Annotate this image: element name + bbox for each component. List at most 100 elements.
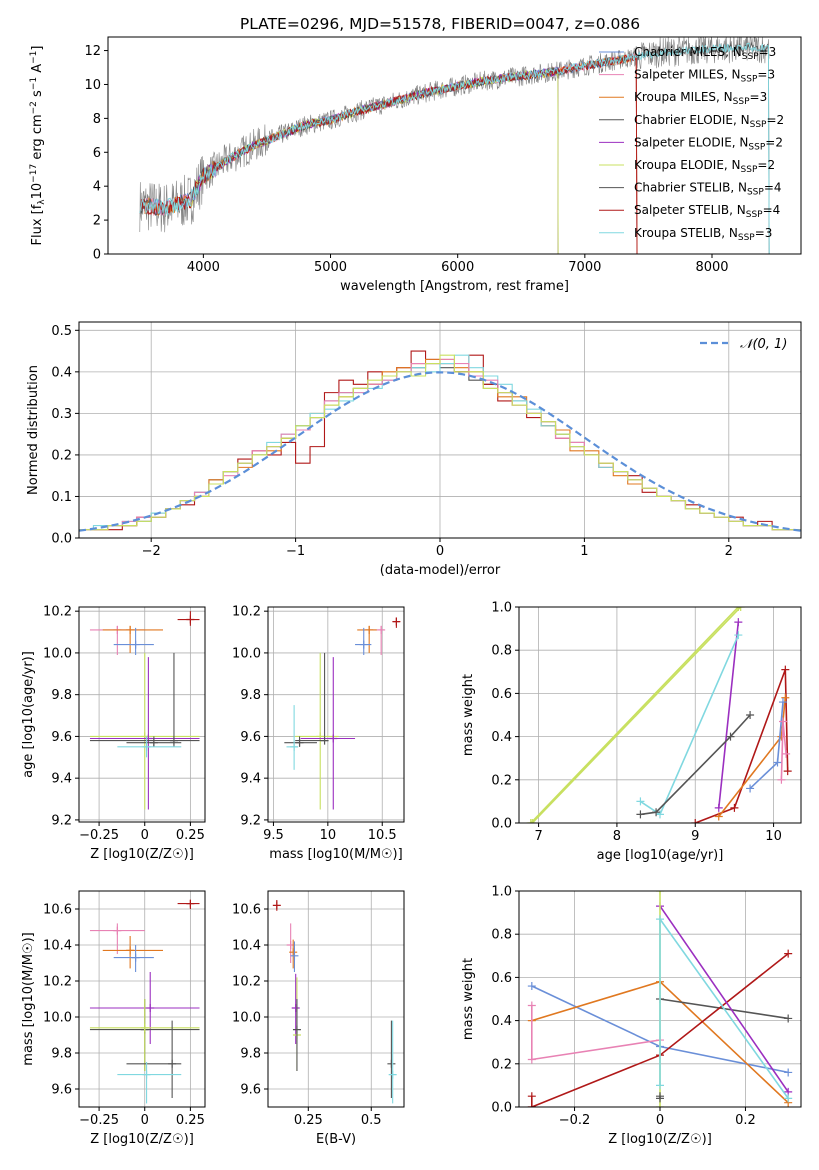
y-tick-label: 10.6	[43, 903, 72, 918]
y-tick-label: 0.0	[491, 1101, 512, 1116]
chart-mass_vs_Z: −0.25 0 0.25 9.6 9.8 10.0 10.2 10.4 10.6 Z [log10…	[21, 890, 206, 1147]
x-axis-label: wavelength [Angstrom, rest frame]	[340, 279, 569, 294]
y-tick-label: 10.4	[43, 939, 72, 954]
y-tick-label: 1.0	[491, 601, 512, 616]
data-point	[784, 1014, 793, 1023]
axes-frame	[78, 606, 206, 823]
gaussian-curve	[79, 371, 801, 532]
x-tick-label: 0	[141, 828, 149, 843]
data-point	[784, 949, 793, 958]
y-tick-label: 0.4	[51, 365, 72, 380]
x-tick-label: 0.5	[361, 1113, 382, 1128]
axes-frame	[267, 890, 405, 1108]
x-axis-label: age [log10(age/yr)]	[597, 848, 724, 863]
y-tick-label: 0	[93, 248, 101, 263]
legend-label: Chabrier STELIB, NSSP=4	[634, 181, 782, 198]
data-spectrum-line	[139, 37, 770, 233]
data-point	[146, 1004, 155, 1012]
data-point	[142, 1070, 151, 1079]
data-point	[168, 1059, 177, 1068]
data-point	[691, 819, 700, 823]
chart-spectrum: 4000 5000 6000 7000 8000 0 2 4 6 8 10 12 wavelength …	[29, 36, 802, 294]
x-tick-label: −0.25	[79, 1113, 119, 1128]
data-point	[773, 758, 782, 767]
y-tick-label: 0.2	[491, 1057, 512, 1072]
data-point	[329, 734, 338, 743]
data-point	[320, 736, 329, 745]
chart-residuals: −2 −1 0 1 2 0.0 0.1 0.2 0.3 0.4 0.5 (data-model)/er…	[26, 321, 802, 578]
data-point	[734, 631, 743, 640]
data-point	[730, 803, 739, 812]
y-tick-label: 9.8	[240, 1047, 261, 1062]
plots-layer: 4000 5000 6000 7000 8000024681012wavelength …	[21, 36, 802, 1147]
weight-line	[640, 714, 751, 816]
x-tick-label: 6000	[441, 260, 474, 275]
y-tick-label: 9.6	[240, 730, 261, 745]
plot-area	[272, 900, 397, 1104]
x-tick-label: 10	[765, 829, 782, 844]
x-axis-label: Z [log10(Z/Z☉)]	[90, 847, 194, 862]
x-tick-label: 10.5	[368, 828, 397, 843]
data-point	[726, 732, 735, 741]
data-point	[781, 665, 790, 674]
data-point	[783, 767, 792, 776]
data-point	[131, 953, 140, 962]
legend-label: Kroupa MILES, NSSP=3	[634, 90, 767, 107]
data-point	[149, 738, 158, 747]
y-tick-label: 9.6	[51, 1083, 72, 1098]
y-tick-label: 10.2	[43, 975, 72, 990]
y-tick-label: 0.4	[491, 1014, 512, 1029]
data-point	[291, 1004, 300, 1012]
y-tick-label: 10.0	[232, 646, 261, 661]
legend-label: Kroupa ELODIE, NSSP=2	[634, 158, 775, 175]
x-tick-label: 8000	[695, 260, 728, 275]
y-tick-label: 2	[93, 214, 101, 229]
data-point	[295, 738, 304, 747]
y-tick-label: 0.2	[491, 773, 512, 788]
model-line-salpeter-stelib	[139, 54, 638, 254]
data-point	[528, 819, 537, 823]
y-tick-label: 0.2	[51, 448, 72, 463]
data-point	[746, 711, 755, 719]
x-tick-label: 5000	[314, 260, 347, 275]
data-point	[656, 915, 664, 924]
axes-frame	[78, 890, 206, 1108]
x-tick-label: 7	[534, 829, 542, 844]
data-point	[656, 1103, 664, 1107]
data-point	[784, 1094, 793, 1103]
y-tick-label: 9.4	[51, 772, 72, 787]
chart-weight_vs_Z: −0.2 0 0.2 0.0 0.2 0.4 0.6 0.8 1.0 Z [log10(Z/Z☉)…	[461, 885, 802, 1147]
data-point	[316, 732, 325, 741]
x-axis-label: E(B-V)	[316, 1132, 356, 1147]
plot-area	[527, 891, 793, 1107]
y-tick-label: 10.0	[232, 1011, 261, 1026]
x-tick-label: 0.25	[294, 1113, 323, 1128]
data-point	[186, 899, 195, 908]
x-tick-label: 0.25	[176, 1113, 205, 1128]
y-tick-label: 10	[84, 78, 101, 93]
y-tick-label: 0.0	[491, 817, 512, 832]
x-tick-label: 7000	[568, 260, 601, 275]
data-point	[778, 717, 787, 726]
x-tick-label: 2	[725, 544, 733, 559]
data-point	[636, 797, 645, 806]
data-point	[652, 808, 661, 817]
y-tick-label: 0.8	[491, 928, 512, 943]
data-point	[359, 640, 368, 649]
x-tick-label: 9	[691, 829, 699, 844]
x-axis-label: Z [log10(Z/Z☉)]	[608, 1132, 712, 1147]
plot-area	[89, 899, 200, 1104]
chart-age_vs_Z: −0.25 0 0.25 9.2 9.4 9.6 9.8 10.0 10.2 Z [log10(Z…	[21, 605, 206, 862]
model-line-kroupa-stelib	[139, 42, 770, 254]
weight-line	[531, 607, 742, 823]
y-tick-label: 8	[93, 112, 101, 127]
data-point	[736, 607, 745, 611]
plot-area	[89, 611, 200, 810]
y-tick-label: 0.6	[491, 971, 512, 986]
chart-mass_vs_ebv: 0.25 0.5 9.6 9.8 10.0 10.2 10.4 10.6 E(B-V)	[232, 890, 405, 1147]
plot-area	[139, 37, 770, 254]
data-point	[781, 693, 790, 702]
y-tick-label: 0.6	[491, 687, 512, 702]
y-tick-label: 9.8	[240, 688, 261, 703]
x-tick-label: 10	[320, 828, 337, 843]
